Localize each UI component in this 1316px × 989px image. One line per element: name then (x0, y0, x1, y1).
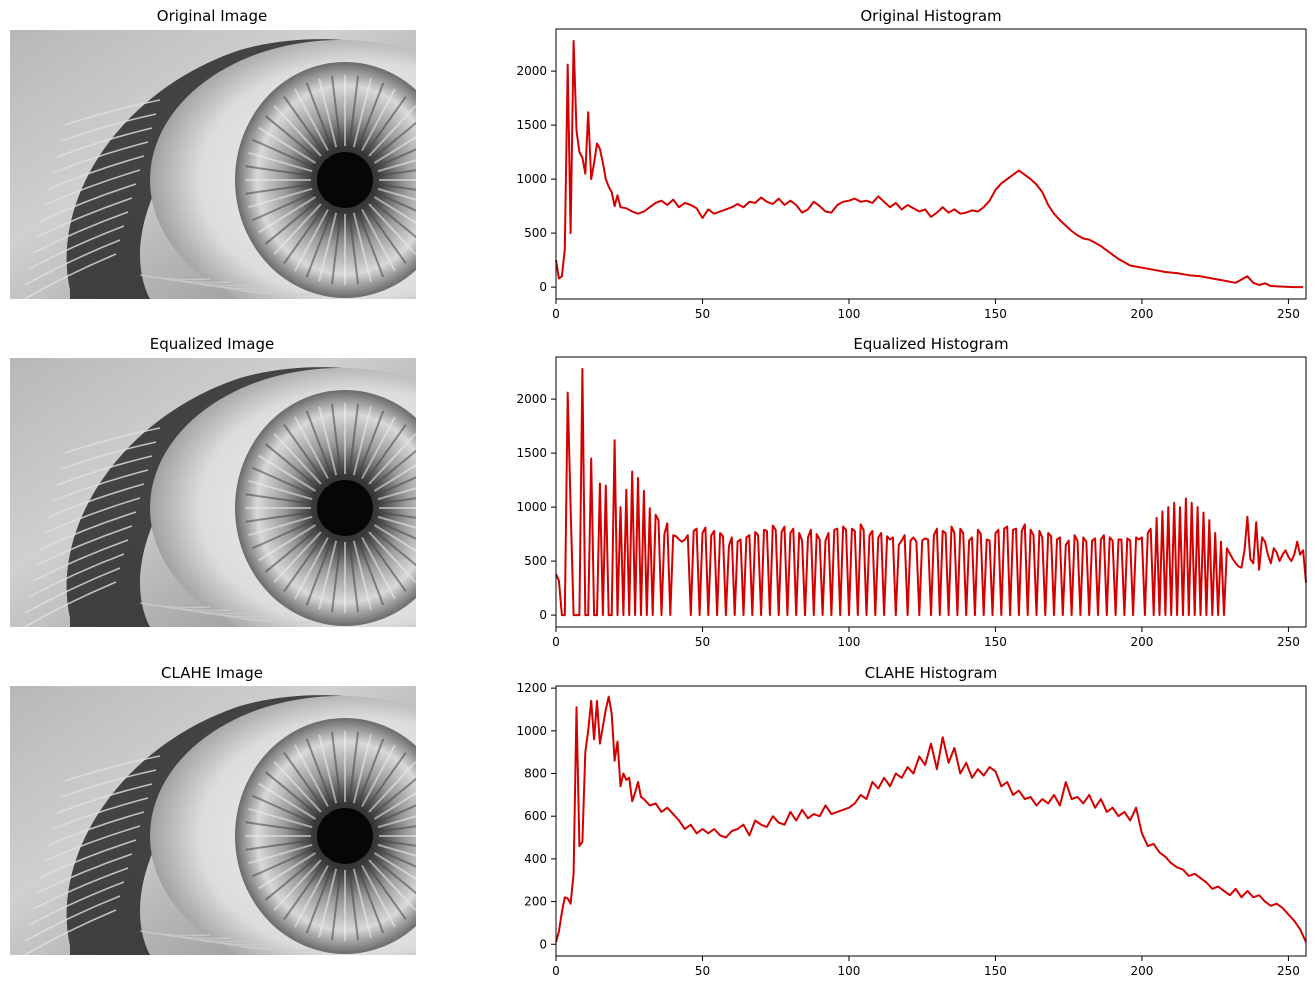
x-tick-label: 100 (838, 964, 861, 978)
x-tick-label: 200 (1130, 307, 1153, 321)
eye-closeup-image (10, 30, 530, 320)
x-tick-label: 50 (695, 635, 710, 649)
y-tick-label: 500 (524, 226, 547, 240)
y-tick-label: 0 (539, 280, 547, 294)
histogram-panel-equalized: Equalized Histogram 0 50 100 150 200 250 0 500 10… (516, 335, 1306, 649)
x-tick-label: 0 (552, 307, 560, 321)
y-tick-label: 1500 (516, 118, 547, 132)
eye-closeup-image (10, 686, 530, 976)
x-tick-label: 0 (552, 635, 560, 649)
chart-title: Original Histogram (860, 7, 1001, 25)
y-tick-label: 2000 (516, 64, 547, 78)
histogram-panel-clahe: CLAHE Histogram 0 50 100 150 200 250 0 200 400 600… (516, 664, 1306, 978)
image-panel-equalized: Equalized Image (10, 335, 530, 648)
y-tick-label: 600 (524, 809, 547, 823)
y-tick-label: 0 (539, 937, 547, 951)
y-tick-label: 1000 (516, 724, 547, 738)
x-tick-label: 200 (1130, 964, 1153, 978)
y-tick-label: 2000 (516, 392, 547, 406)
image-title: Original Image (157, 7, 267, 25)
histogram-line (556, 41, 1303, 287)
chart-title: Equalized Histogram (853, 335, 1008, 353)
y-tick-label: 1000 (516, 500, 547, 514)
y-tick-label: 200 (524, 895, 547, 909)
plot-frame (556, 686, 1306, 956)
x-tick-label: 250 (1277, 964, 1300, 978)
y-tick-label: 500 (524, 554, 547, 568)
histogram-panel-original: Original Histogram 0 50 100 150 200 250 0 500 100… (516, 7, 1306, 321)
x-tick-label: 150 (984, 307, 1007, 321)
histogram-line (556, 369, 1306, 615)
y-tick-label: 1000 (516, 172, 547, 186)
x-tick-label: 0 (552, 964, 560, 978)
image-title: Equalized Image (150, 335, 274, 353)
eye-closeup-image (10, 358, 530, 648)
x-tick-label: 100 (838, 635, 861, 649)
y-tick-label: 1500 (516, 446, 547, 460)
y-tick-label: 0 (539, 608, 547, 622)
x-tick-label: 100 (838, 307, 861, 321)
y-tick-label: 400 (524, 852, 547, 866)
plot-frame (556, 29, 1306, 299)
y-tick-label: 800 (524, 767, 547, 781)
x-tick-label: 50 (695, 964, 710, 978)
chart-title: CLAHE Histogram (865, 664, 998, 682)
x-tick-label: 50 (695, 307, 710, 321)
y-tick-label: 1200 (516, 681, 547, 695)
x-tick-label: 250 (1277, 307, 1300, 321)
image-panel-clahe: CLAHE Image (10, 664, 530, 976)
histogram-line (556, 697, 1306, 942)
x-tick-label: 150 (984, 964, 1007, 978)
x-tick-label: 200 (1130, 635, 1153, 649)
image-title: CLAHE Image (161, 664, 263, 682)
x-tick-label: 150 (984, 635, 1007, 649)
image-panel-original: Original Image (10, 7, 530, 320)
x-tick-label: 250 (1277, 635, 1300, 649)
